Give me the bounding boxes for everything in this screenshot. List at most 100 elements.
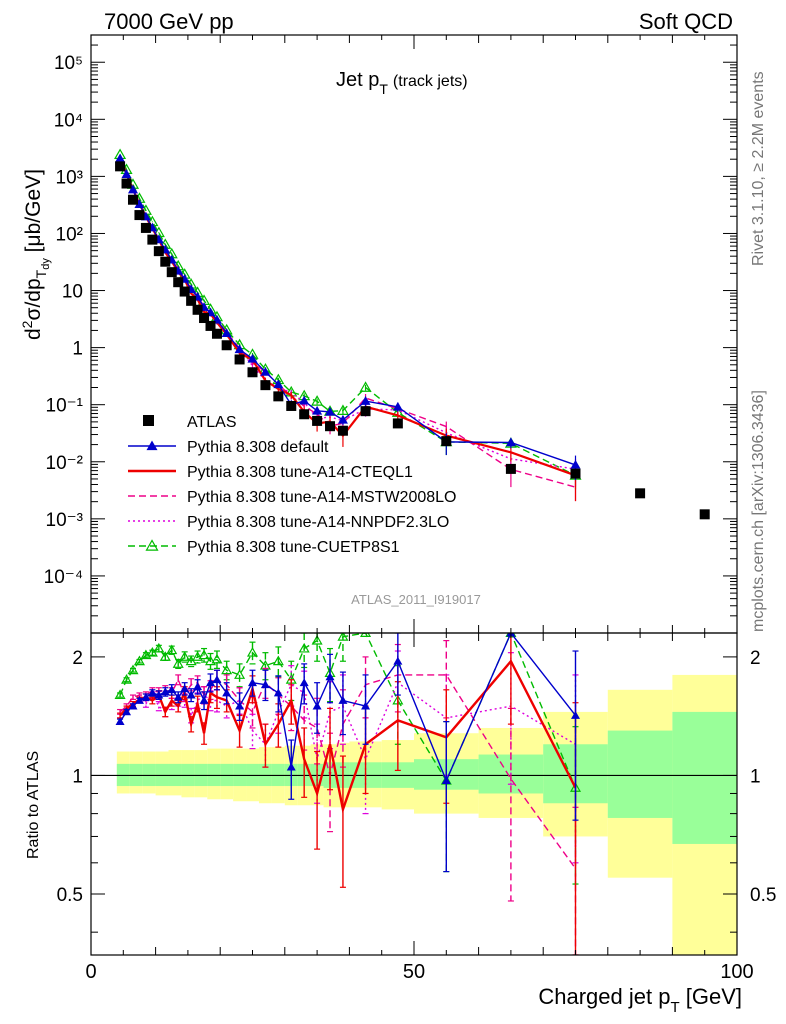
- series-4-ratio-point: [159, 651, 171, 661]
- y-tick-label: 10⁻¹: [46, 396, 84, 417]
- series-4-ratio-point: [133, 655, 145, 666]
- series-0-main-point: [299, 395, 310, 405]
- series-0-ratio-point: [115, 717, 125, 725]
- data-point: [121, 178, 132, 189]
- atlas-data: [115, 161, 710, 520]
- x-tick-label: 0: [85, 961, 96, 983]
- series-0-ratio-point: [299, 678, 309, 687]
- series-0-ratio-point: [141, 692, 151, 701]
- xlabel-sub: T: [670, 999, 679, 1016]
- xlabel-suffix: [GeV]: [680, 984, 742, 1009]
- series-4-ratio-point: [172, 658, 184, 668]
- series-0-ratio-point: [193, 682, 203, 691]
- series-0-main-point: [247, 353, 258, 363]
- ratio-tick-label-right: 2: [750, 648, 761, 669]
- y-tick-label: 10⁻³: [46, 510, 84, 531]
- legend-marker-0: [146, 440, 158, 451]
- series-4-ratio-point: [272, 655, 284, 666]
- legend-data-marker: [143, 415, 154, 426]
- ratio-tick-label-left: 2: [72, 648, 83, 669]
- series-0-main-point: [505, 437, 516, 447]
- series-4-main-point: [336, 404, 349, 415]
- ratio-tick-label-right: 0.5: [750, 885, 776, 906]
- data-point: [312, 415, 323, 426]
- series-0-main-point: [570, 459, 581, 469]
- legend-label-2: Pythia 8.308 tune-A14-MSTW2008LO: [187, 489, 456, 506]
- data-point: [570, 468, 581, 479]
- data-point: [186, 295, 197, 306]
- ratio-y-axis-label: Ratio to ATLAS: [25, 751, 42, 859]
- data-point: [211, 328, 222, 339]
- series-0-main-point: [312, 405, 323, 415]
- series-0-main-point: [273, 379, 284, 389]
- band-green: [607, 730, 673, 818]
- series-0-ratio-point: [134, 695, 144, 704]
- series-2-main-line: [119, 156, 576, 488]
- series-4-ratio-point: [337, 633, 349, 641]
- data-point: [286, 400, 297, 411]
- series-4-ratio-point: [166, 644, 178, 655]
- series-0-ratio-point: [212, 675, 222, 684]
- series-0-ratio-point: [206, 678, 216, 687]
- ratio-panel: 0 50 100 0.5 0.5 1 1 2 2: [57, 35, 776, 983]
- data-point: [147, 234, 158, 245]
- header-right: Soft QCD: [639, 9, 733, 34]
- series-0-main-point: [127, 184, 138, 194]
- y-tick-label: 10³: [56, 167, 83, 188]
- series-0-ratio-point: [180, 684, 190, 693]
- y-tick-label: 10: [62, 282, 83, 303]
- data-point: [234, 354, 245, 365]
- series-4-ratio-point: [127, 664, 139, 675]
- series-0-ratio-point: [160, 687, 170, 696]
- data-point: [299, 409, 310, 420]
- series-4-ratio-point: [179, 651, 191, 661]
- x-axis-label: Charged jet pT [GeV]: [538, 984, 742, 1016]
- series-0-main-point: [121, 169, 132, 179]
- series-0-ratio-point: [441, 776, 451, 785]
- series-0-main-point: [221, 328, 232, 338]
- uncertainty-bands: [116, 674, 737, 955]
- data-point: [260, 380, 271, 391]
- series-0-ratio-point: [122, 707, 132, 716]
- series-0-ratio-point: [154, 690, 164, 699]
- series-4-ratio-point: [120, 674, 133, 684]
- series-0-main-point: [260, 366, 271, 376]
- data-point: [441, 436, 452, 447]
- series-0-ratio-point: [338, 695, 348, 704]
- ratio-series: [114, 633, 582, 955]
- x-ticks: 0 50 100: [85, 35, 754, 983]
- series-0-main-point: [134, 199, 145, 208]
- series-4-ratio-point: [204, 655, 217, 666]
- series-0-ratio-point: [361, 701, 371, 710]
- series-0-main-point: [360, 396, 371, 405]
- series-0-main-point: [325, 406, 336, 416]
- series-4-main-point: [311, 395, 324, 406]
- series-0-ratio-point: [147, 688, 157, 697]
- data-point: [635, 488, 646, 499]
- series-0-ratio-point: [393, 656, 403, 665]
- data-point: [173, 277, 184, 288]
- y-tick-label: 10⁻⁴: [44, 567, 83, 588]
- series-4-ratio-point: [198, 649, 210, 660]
- xlabel-main: Charged jet p: [538, 984, 670, 1009]
- plot-title: Jet pT (track jets): [336, 69, 468, 97]
- series-0-ratio-point: [167, 685, 177, 694]
- legend: ATLAS Pythia 8.308 default Pythia 8.308 tu…: [128, 414, 456, 556]
- legend-label-1: Pythia 8.308 tune-A14-CTEQL1: [187, 464, 413, 481]
- data-point: [360, 406, 371, 417]
- band-green: [672, 711, 737, 844]
- data-point: [160, 256, 171, 267]
- series-0-main-point: [392, 401, 403, 411]
- data-point: [166, 267, 177, 278]
- series-0-ratio-point: [222, 688, 232, 697]
- data-point: [699, 509, 710, 520]
- series-0-ratio-point: [235, 701, 245, 710]
- data-point: [127, 194, 138, 205]
- y-tick-label: 10⁴: [54, 110, 83, 131]
- data-point: [325, 421, 336, 432]
- data-point: [192, 304, 203, 315]
- rivet-label: Rivet 3.1.10, ≥ 2.2M events: [750, 71, 767, 266]
- x-tick-label: 100: [720, 961, 753, 983]
- legend-label-3: Pythia 8.308 tune-A14-NNPDF2.3LO: [187, 514, 449, 531]
